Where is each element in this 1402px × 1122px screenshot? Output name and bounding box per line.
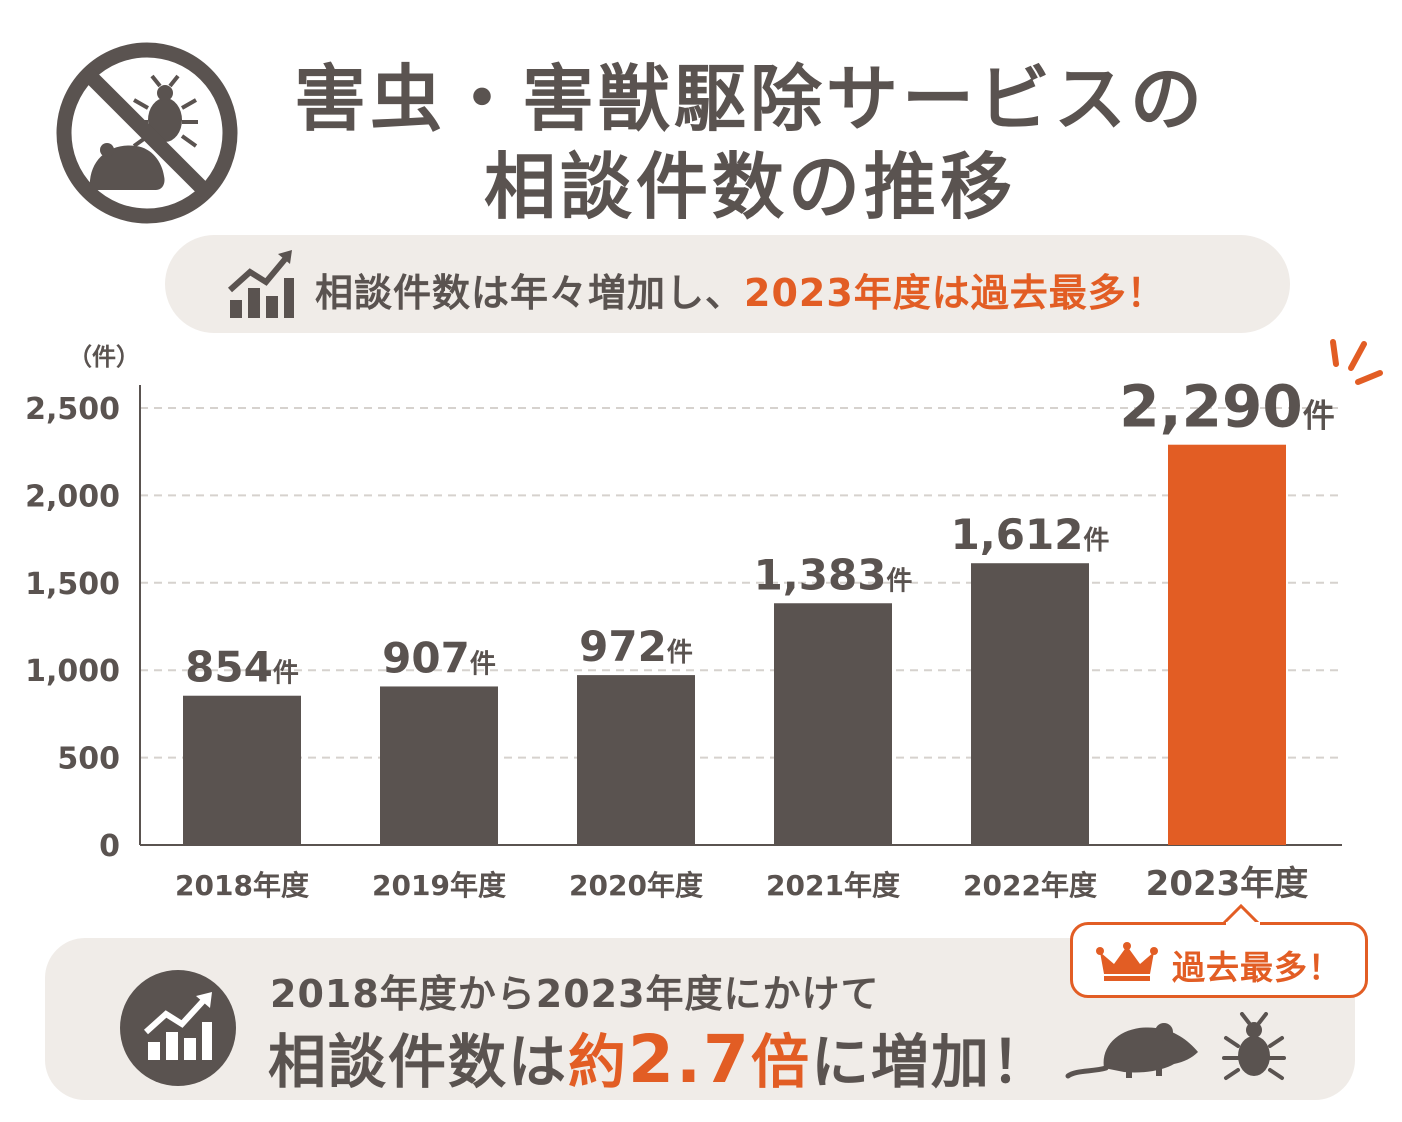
headline-highlight: 2023年度は過去最多！ (744, 271, 1166, 315)
summary-part-a: 相談件数は (268, 1028, 569, 1096)
x-tick-label: 2020年度 (569, 869, 703, 902)
growth-chart-icon (227, 250, 294, 318)
y-tick-label: 1,000 (25, 654, 120, 689)
title-line-1: 害虫・害獣駆除サービスの (293, 57, 1206, 141)
value-label: 1,612件 (951, 510, 1110, 559)
value-label: 2,290件 (1119, 373, 1334, 441)
value-label: 972件 (579, 622, 693, 671)
summary-multiplier: 2.7 (628, 1021, 751, 1098)
summary-part-d: 倍 (750, 1028, 811, 1096)
x-tick-label: 2021年度 (766, 869, 900, 902)
y-tick-label: 500 (57, 742, 120, 777)
headline-text: 相談件数は年々増加し、2023年度は過去最多！ (315, 262, 1166, 317)
no-pests-icon (56, 42, 238, 224)
labels: 854件 2018年度 907件 2019年度 972件 2020年度 1,383件 2021… (175, 373, 1335, 904)
y-tick-label: 1,500 (25, 567, 120, 602)
bar-2023年度 (1168, 444, 1286, 845)
bar-2020年度 (577, 675, 695, 845)
headline-prefix: 相談件数は年々増加し、 (315, 271, 745, 315)
summary-line-1: 2018年度から2023年度にかけて (270, 972, 880, 1016)
y-tick-label: 2,000 (25, 479, 120, 514)
bar-2022年度 (971, 563, 1089, 845)
summary-part-b: 約 (568, 1028, 629, 1096)
growth-circle-icon (120, 970, 236, 1086)
bar-chart: （件） 0 500 1,000 1,500 2,000 2,500 854件 2018年度 90… (25, 339, 1383, 904)
value-label: 907件 (382, 633, 496, 682)
badge-label: 過去最多！ (1172, 948, 1342, 987)
bar-2019年度 (380, 686, 498, 845)
y-tick-label: 0 (99, 829, 120, 864)
bug-icon (1222, 1012, 1286, 1080)
crown-icon (1096, 942, 1158, 981)
summary-part-e: に増加！ (810, 1028, 1051, 1096)
x-tick-label: 2018年度 (175, 869, 309, 902)
badge-pointer-mask (1226, 922, 1260, 928)
x-tick-label: 2022年度 (963, 869, 1097, 902)
value-label: 1,383件 (754, 550, 913, 599)
title-line-2: 相談件数の推移 (483, 145, 1016, 229)
value-label: 854件 (185, 643, 299, 692)
x-tick-label: 2019年度 (372, 869, 506, 902)
y-axis-unit: （件） (68, 343, 140, 371)
x-tick-label: 2023年度 (1146, 864, 1309, 904)
grid-lines (140, 407, 1342, 759)
y-axis: （件） 0 500 1,000 1,500 2,000 2,500 (25, 343, 1342, 864)
bar-2021年度 (774, 603, 892, 845)
headline-pill (165, 235, 1290, 333)
y-tick-label: 2,500 (25, 392, 120, 427)
mouse-icon (1065, 1023, 1198, 1079)
highlight-burst (1330, 339, 1383, 385)
summary-line-2: 相談件数は約2.7倍に増加！ (268, 1015, 1051, 1099)
bar-2018年度 (183, 695, 301, 845)
bars (183, 444, 1286, 845)
